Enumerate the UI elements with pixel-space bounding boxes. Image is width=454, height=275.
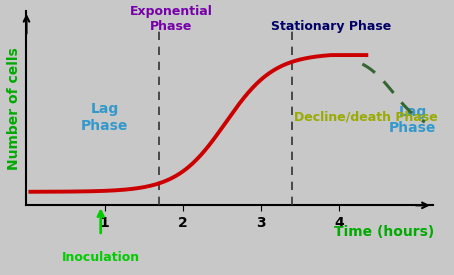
- Y-axis label: Number of cells: Number of cells: [7, 47, 21, 170]
- Text: Lag
Phase: Lag Phase: [81, 102, 128, 133]
- Text: Exponential
Phase: Exponential Phase: [129, 5, 212, 33]
- Text: Decline/death Phase: Decline/death Phase: [295, 111, 438, 124]
- Text: Lag
Phase: Lag Phase: [389, 105, 436, 135]
- X-axis label: Time (hours): Time (hours): [334, 225, 434, 239]
- Text: Inoculation: Inoculation: [62, 251, 140, 264]
- Text: Stationary Phase: Stationary Phase: [271, 20, 391, 33]
